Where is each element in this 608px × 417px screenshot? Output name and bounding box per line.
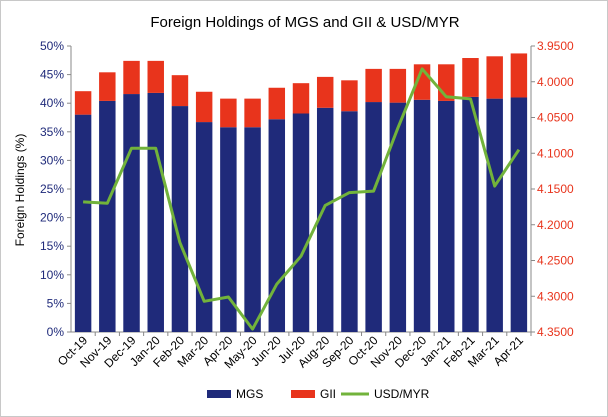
legend-label: MGS [236,387,263,401]
bar-gii [365,68,382,103]
y-tick-label: 25% [40,182,64,196]
y-tick-label: 50% [40,39,64,53]
bar-gii [486,56,503,99]
y-tick-label: 15% [40,239,64,253]
bar-gii [123,60,140,95]
bar-gii [74,91,92,115]
y2-tick-label: 4.2500 [537,254,574,268]
y2-tick-label: 4.1000 [537,146,574,160]
y-tick-label: 0% [47,325,65,339]
bar-gii [171,75,189,107]
y-axis-label: Foreign Holdings (%) [13,134,27,247]
bar-mgs [171,106,189,332]
legend-swatch [207,390,231,398]
chart-title: Foreign Holdings of MGS and GII & USD/MY… [150,14,459,31]
bar-mgs [462,96,479,333]
bar-gii [292,83,310,114]
y-tick-label: 35% [40,125,64,139]
bar-mgs [510,97,528,332]
legend-swatch [291,390,315,398]
bar-mgs [268,119,286,332]
bar-mgs [220,127,237,332]
y-tick-label: 10% [40,268,64,282]
legend: MGS GII USD/MYR [207,387,430,401]
y2-tick-label: 4.0000 [537,75,574,89]
bar-gii [220,98,237,128]
plot-area: 0% 5% 10% 15% 20% 25% 30% 35% 40% 45% 50% 3.9500 4.0… [40,39,574,371]
bar-mgs [99,100,116,332]
bar-mgs [195,122,213,333]
y2-tick-label: 4.3000 [537,289,574,303]
bar-mgs [147,92,164,333]
y-tick-label: 20% [40,211,64,225]
bar-gii [268,87,286,120]
bar-mgs [316,107,334,332]
bar-mgs [123,94,140,332]
bar-gii [341,80,358,112]
legend-label: USD/MYR [374,387,430,401]
y-tick-label: 40% [40,96,64,110]
bar-mgs [244,127,261,332]
legend-label: GII [320,387,336,401]
bar-mgs [341,111,358,332]
bar-gii [510,53,528,98]
y2-tick-label: 4.0500 [537,111,574,125]
bar-mgs [365,102,382,332]
y-tick-label: 45% [40,68,64,82]
bar-gii [244,98,261,128]
bar-mgs [292,113,310,332]
y-tick-label: 5% [47,296,65,310]
y2-tick-label: 4.1500 [537,182,574,196]
bar-mgs [74,114,92,332]
bar-gii [195,91,213,123]
bar-gii [147,60,164,93]
y2-tick-label: 3.9500 [537,39,574,53]
line-usd-myr [83,67,521,331]
bar-gii [462,58,479,97]
bar-mgs [389,102,407,333]
bar-gii [316,76,334,108]
bar-mgs [413,99,431,332]
bar-gii [389,68,407,103]
y-tick-label: 30% [40,153,64,167]
bar-mgs [486,98,503,333]
bar-gii [99,72,116,101]
bar-mgs [438,100,455,332]
y2-tick-label: 4.3500 [537,325,574,339]
y2-tick-label: 4.2000 [537,218,574,232]
